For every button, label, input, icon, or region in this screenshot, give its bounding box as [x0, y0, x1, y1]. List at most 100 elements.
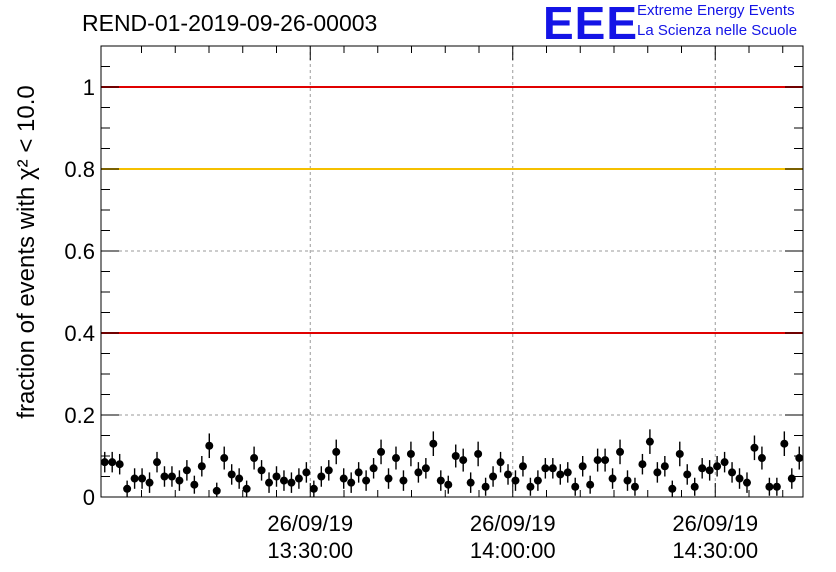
data-point: [354, 468, 363, 477]
data-point: [795, 454, 804, 463]
data-point: [586, 480, 595, 489]
data-point: [227, 470, 236, 479]
data-point: [593, 456, 602, 465]
data-point: [489, 472, 498, 481]
data-point: [130, 474, 139, 483]
x-tick-date: 26/09/19: [267, 511, 353, 536]
data-point: [406, 449, 415, 458]
y-tick-label: 1: [83, 75, 95, 100]
data-point: [347, 478, 356, 487]
data-point: [369, 464, 378, 473]
data-point: [645, 437, 654, 446]
data-point: [698, 464, 707, 473]
x-tick-date: 26/09/19: [672, 511, 758, 536]
data-point: [728, 468, 737, 477]
data-point: [197, 462, 206, 471]
data-point: [526, 482, 535, 491]
data-point: [713, 462, 722, 471]
data-point: [235, 474, 244, 483]
reference-lines: [101, 86, 803, 334]
data-point: [690, 482, 699, 491]
data-point: [317, 472, 326, 481]
data-point: [175, 476, 184, 485]
data-point: [294, 474, 303, 483]
data-point: [324, 466, 333, 475]
data-point: [362, 476, 371, 485]
x-tick-time: 14:30:00: [672, 538, 758, 563]
data-point: [272, 472, 281, 481]
data-point: [257, 466, 266, 475]
data-point: [675, 449, 684, 458]
data-point: [601, 456, 610, 465]
data-point: [623, 476, 632, 485]
y-axis: 0 0.2 0.4 0.6 0.8 1: [64, 45, 803, 510]
data-point: [578, 462, 587, 471]
data-point: [182, 466, 191, 475]
data-point: [616, 447, 625, 456]
y-tick-label: 0.4: [64, 321, 95, 346]
data-point: [377, 447, 386, 456]
data-point: [735, 474, 744, 483]
data-point: [511, 476, 520, 485]
data-point: [279, 476, 288, 485]
data-point: [309, 484, 318, 493]
data-point: [750, 443, 759, 452]
data-point: [533, 476, 542, 485]
y-tick-label: 0: [83, 485, 95, 510]
data-point: [563, 468, 572, 477]
eee-logo: EEE Extreme Energy Events La Scienza nel…: [543, 0, 833, 49]
data-point: [720, 458, 729, 467]
data-point: [660, 462, 669, 471]
data-points: [100, 429, 804, 497]
data-point: [683, 470, 692, 479]
data-point: [459, 456, 468, 465]
data-point: [772, 482, 781, 491]
data-point: [287, 478, 296, 487]
data-point: [556, 470, 565, 479]
logo-line-2: La Scienza nelle Scuole: [637, 22, 798, 39]
data-point: [123, 484, 132, 493]
data-point: [115, 460, 124, 469]
data-point: [444, 480, 453, 489]
data-point: [742, 478, 751, 487]
data-point: [100, 458, 109, 467]
x-tick-time: 14:00:00: [470, 538, 556, 563]
data-point: [339, 474, 348, 483]
data-point: [765, 482, 774, 491]
data-point: [429, 439, 438, 448]
logo-mark: EEE: [543, 0, 639, 49]
y-axis-label: fraction of events with χ² < 10.0: [13, 85, 40, 418]
data-point: [108, 458, 117, 467]
data-point: [220, 454, 229, 463]
plot-frame: [100, 45, 804, 498]
y-tick-label: 0.6: [64, 239, 95, 264]
x-tick-time: 13:30:00: [267, 538, 353, 563]
data-point: [391, 454, 400, 463]
data-point: [384, 474, 393, 483]
data-point: [332, 447, 341, 456]
data-point: [787, 474, 796, 483]
data-point: [481, 482, 490, 491]
y-tick-label: 0.8: [64, 157, 95, 182]
data-point: [705, 466, 714, 475]
data-point: [414, 468, 423, 477]
data-point: [541, 464, 550, 473]
data-point: [474, 449, 483, 458]
data-point: [668, 484, 677, 493]
data-point: [504, 470, 513, 479]
data-point: [421, 464, 430, 473]
data-point: [205, 441, 214, 450]
data-point: [518, 462, 527, 471]
x-tick-date: 26/09/19: [470, 511, 556, 536]
data-point: [630, 482, 639, 491]
data-point: [145, 478, 154, 487]
data-point: [212, 486, 221, 495]
y-tick-label: 0.2: [64, 403, 95, 428]
data-point: [608, 474, 617, 483]
data-point: [757, 454, 766, 463]
data-point: [638, 460, 647, 469]
data-point: [571, 482, 580, 491]
data-point: [167, 472, 176, 481]
data-point: [242, 484, 251, 493]
